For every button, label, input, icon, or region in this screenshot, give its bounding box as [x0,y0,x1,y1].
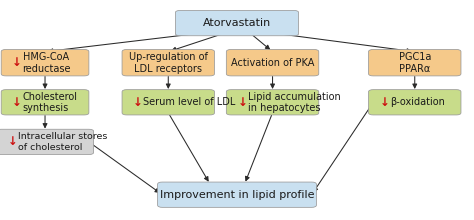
Text: ↓: ↓ [12,56,22,69]
Text: Atorvastatin: Atorvastatin [203,18,271,28]
FancyBboxPatch shape [1,50,89,76]
FancyBboxPatch shape [157,182,316,207]
FancyBboxPatch shape [122,50,214,76]
Text: β-oxidation: β-oxidation [390,97,445,107]
FancyBboxPatch shape [122,90,214,115]
FancyBboxPatch shape [1,90,89,115]
Text: Up-regulation of
LDL receptors: Up-regulation of LDL receptors [129,52,208,73]
Text: Lipid accumulation
in hepatocytes: Lipid accumulation in hepatocytes [247,92,340,113]
Text: Cholesterol
synthesis: Cholesterol synthesis [22,92,78,113]
Text: PGC1a
PPARα: PGC1a PPARα [399,52,431,73]
Text: Improvement in lipid profile: Improvement in lipid profile [160,190,314,200]
Text: ↓: ↓ [379,96,389,109]
Text: Intracellular stores
of cholesterol: Intracellular stores of cholesterol [18,132,107,152]
FancyBboxPatch shape [368,50,461,76]
Text: Serum level of LDL: Serum level of LDL [143,97,236,107]
Text: ↓: ↓ [8,135,17,149]
FancyBboxPatch shape [226,50,319,76]
FancyBboxPatch shape [226,90,319,115]
FancyBboxPatch shape [368,90,461,115]
Text: ↓: ↓ [12,96,22,109]
FancyBboxPatch shape [0,129,93,154]
Text: Activation of PKA: Activation of PKA [231,58,314,68]
Text: ↓: ↓ [237,96,247,109]
Text: ↓: ↓ [133,96,143,109]
Text: HMG-CoA
reductase: HMG-CoA reductase [22,52,71,73]
FancyBboxPatch shape [175,10,299,36]
